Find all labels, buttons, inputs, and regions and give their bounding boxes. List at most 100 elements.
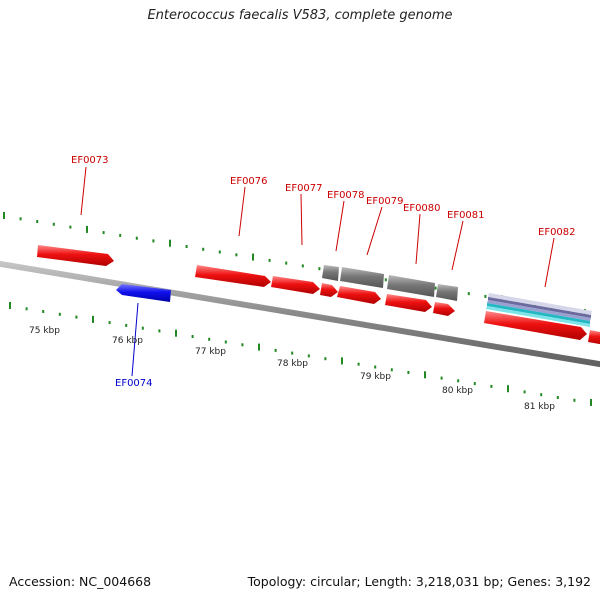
major-tick (341, 357, 343, 365)
minor-tick (390, 368, 393, 372)
inner-tick-track (9, 302, 592, 406)
minor-tick (208, 337, 211, 341)
minor-tick (473, 382, 476, 386)
minor-tick (407, 371, 410, 374)
gene-arrow-a[interactable] (320, 283, 338, 297)
minor-tick (152, 239, 155, 243)
minor-tick (58, 312, 61, 316)
minor-tick (235, 253, 238, 257)
gene-arrow-ef0080[interactable] (385, 294, 432, 312)
minor-tick (307, 354, 310, 358)
minor-tick (52, 222, 55, 226)
minor-tick (374, 365, 377, 369)
leader-ef0076 (238, 186, 246, 237)
minor-tick (556, 396, 559, 399)
major-tick (590, 399, 592, 406)
forward-genes (37, 245, 600, 345)
minor-tick (102, 231, 105, 235)
scale-label-79: 79 kbp (360, 372, 391, 382)
minor-tick (42, 310, 45, 313)
minor-tick (434, 286, 437, 290)
gene-arrow-ef0076[interactable] (195, 265, 271, 287)
minor-tick (135, 236, 138, 240)
major-tick (424, 371, 426, 379)
gene-label-ef0074[interactable]: EF0074 (115, 378, 153, 389)
scale-label-75: 75 kbp (29, 326, 60, 336)
gene-label-ef0078[interactable]: EF0078 (327, 190, 365, 201)
minor-tick (301, 264, 304, 268)
minor-tick (274, 348, 277, 352)
minor-tick (75, 315, 78, 319)
minor-tick (268, 258, 271, 262)
leader-ef0077 (300, 193, 303, 246)
gene-arrow-ef0074[interactable] (116, 284, 171, 302)
minor-tick (36, 220, 39, 223)
minor-tick (119, 233, 122, 237)
major-tick (507, 385, 509, 393)
minor-tick (384, 278, 387, 282)
scale-label-81: 81 kbp (524, 402, 555, 412)
gene-label-ef0081[interactable]: EF0081 (447, 210, 485, 221)
gene-label-ef0076[interactable]: EF0076 (230, 176, 268, 187)
label-leader-lines (80, 166, 555, 377)
scale-label-76: 76 kbp (112, 336, 143, 346)
gene-arrow-ef0073[interactable] (37, 245, 114, 266)
leader-ef0080 (415, 213, 421, 265)
minor-tick (158, 329, 161, 333)
gene-label-ef0073[interactable]: EF0073 (71, 155, 109, 166)
minor-tick (467, 292, 470, 296)
leader-ef0078 (335, 200, 345, 252)
feature-grey-3[interactable] (387, 275, 435, 297)
minor-tick (490, 384, 493, 388)
leader-ef0081 (451, 220, 464, 271)
minor-tick (141, 326, 144, 330)
gene-arrow-ef0079[interactable] (337, 286, 381, 304)
gene-arrow-ef0077[interactable] (271, 276, 320, 294)
gene-arrow-ef0081[interactable] (433, 302, 455, 316)
gene-label-ef0082[interactable]: EF0082 (538, 227, 576, 238)
scale-label-77: 77 kbp (195, 347, 226, 357)
minor-tick (19, 217, 22, 221)
genome-title: Enterococcus faecalis V583, complete gen… (147, 8, 453, 23)
minor-tick (324, 357, 327, 361)
gene-label-ef0079[interactable]: EF0079 (366, 196, 404, 207)
genome-summary-text: Topology: circular; Length: 3,218,031 bp… (247, 574, 591, 589)
minor-tick (125, 323, 128, 327)
feature-grey-2[interactable] (340, 267, 384, 288)
minor-tick (108, 321, 111, 325)
gene-labels: EF0073 EF0074 EF0076 EF0077 EF0078 EF007… (71, 155, 576, 389)
minor-tick (523, 390, 526, 394)
gene-label-ef0080[interactable]: EF0080 (403, 203, 441, 214)
major-tick (258, 343, 260, 351)
major-tick (3, 212, 5, 219)
striped-feature[interactable] (486, 293, 592, 327)
major-tick (9, 302, 11, 309)
minor-tick (241, 343, 244, 347)
leader-ef0074 (131, 302, 139, 377)
minor-tick (218, 250, 221, 254)
minor-tick (573, 398, 576, 402)
minor-tick (202, 247, 205, 251)
minor-tick (285, 261, 288, 265)
minor-tick (484, 294, 487, 298)
gene-arrow-ef0082[interactable] (484, 311, 587, 340)
gene-label-ef0077[interactable]: EF0077 (285, 183, 323, 194)
scale-label-80: 80 kbp (442, 386, 473, 396)
major-tick (252, 253, 254, 261)
minor-tick (318, 267, 321, 271)
feature-grey-1[interactable] (322, 265, 339, 281)
minor-tick (25, 307, 28, 311)
major-tick (175, 329, 177, 337)
minor-tick (540, 393, 543, 397)
leader-ef0073 (80, 166, 87, 216)
minor-tick (191, 335, 194, 338)
feature-grey-4[interactable] (436, 284, 458, 301)
scale-label-78: 78 kbp (277, 359, 308, 369)
leader-ef0082 (544, 237, 555, 288)
genome-backbone (0, 260, 600, 368)
accession-text: Accession: NC_004668 (9, 574, 152, 589)
major-tick (92, 315, 94, 323)
gene-arrow-edge[interactable] (588, 330, 600, 345)
minor-tick (457, 379, 460, 383)
